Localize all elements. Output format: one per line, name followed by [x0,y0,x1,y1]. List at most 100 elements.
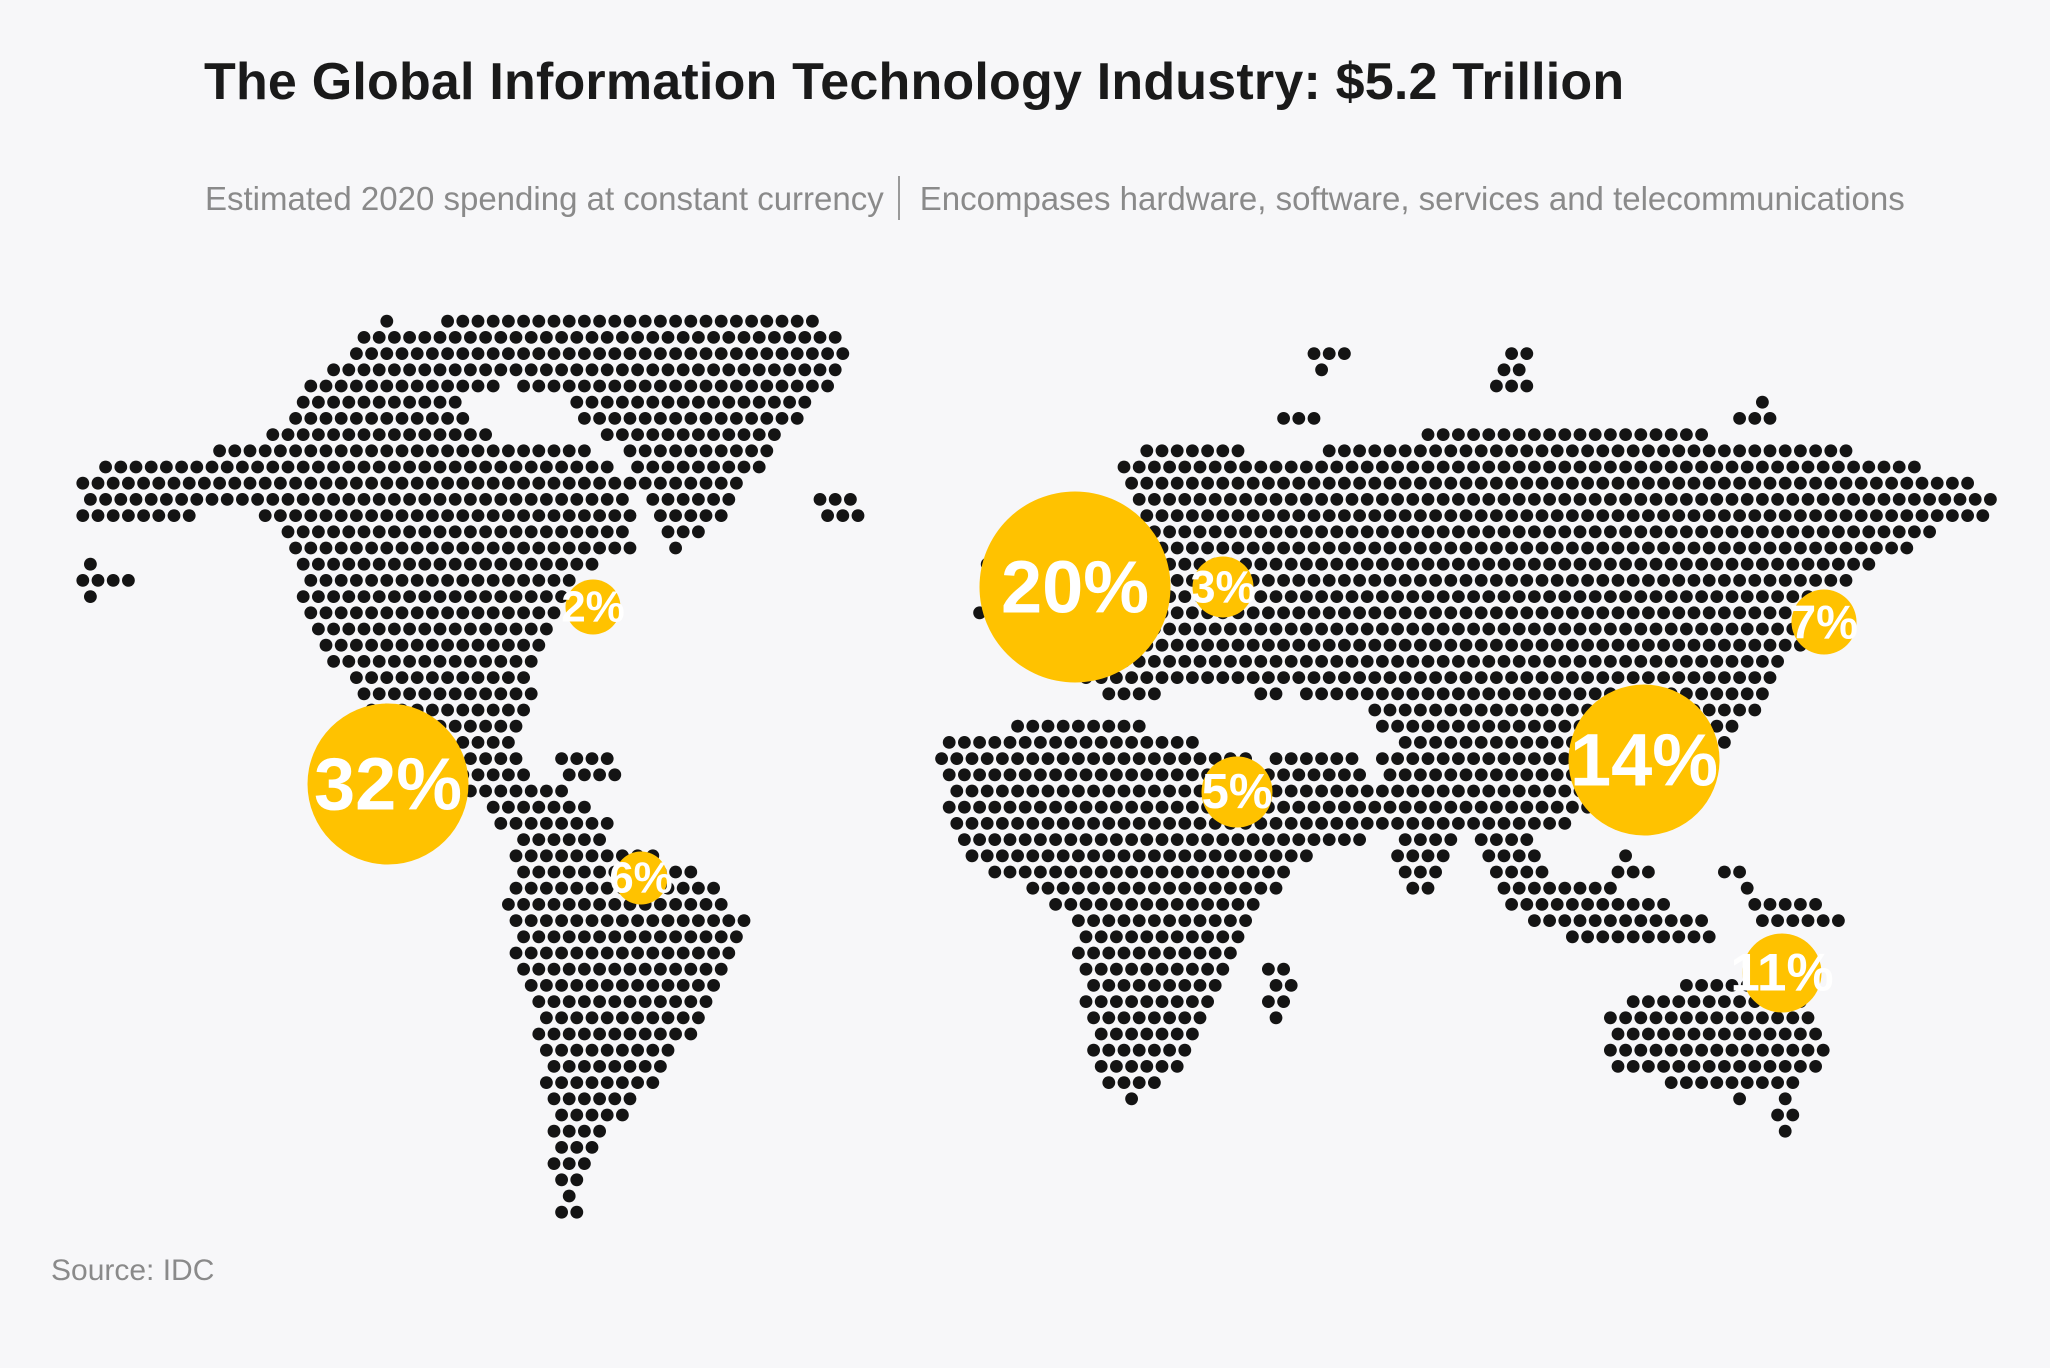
map-dot [1558,655,1572,668]
map-dot [1345,590,1359,603]
map-dot [1847,557,1860,571]
map-dot [1642,1027,1655,1041]
map-dot [1414,736,1427,749]
map-dot [1368,476,1382,490]
map-dot [1246,476,1260,490]
map-dot [699,347,713,360]
map-dot [600,946,614,960]
map-dot [372,395,386,409]
map-dot [821,379,834,393]
map-dot [509,622,523,636]
map-dot [1778,638,1792,652]
map-dot [1330,784,1344,798]
map-dot [1178,557,1192,571]
map-dot [1634,428,1648,441]
map-dot [524,849,538,863]
map-dot [380,476,394,490]
map-dot [426,638,439,652]
map-dot [1824,444,1838,458]
map-dot [555,752,568,765]
map-dot [1710,1076,1724,1089]
map-dot [1649,428,1663,441]
map-dot [1870,509,1883,522]
map-dot [1520,865,1534,879]
map-dot [1216,898,1230,911]
map-dot [730,930,743,944]
map-dot [372,687,386,701]
map-dot [1862,493,1876,506]
map-dot [654,412,667,425]
map-dot [1163,881,1176,895]
map-dot [1170,930,1184,944]
map-dot [555,1141,568,1154]
map-dot [578,962,591,976]
map-dot [654,898,667,911]
map-dot [524,979,538,992]
map-dot [547,379,561,393]
map-dot [1368,606,1382,620]
map-dot [357,363,371,377]
map-dot [570,331,584,344]
map-dot [1262,476,1275,490]
map-dot [1847,525,1860,539]
map-dot [1254,460,1268,474]
map-dot [1284,784,1298,798]
map-dot [1854,476,1868,490]
map-dot [1604,525,1617,539]
map-dot [1110,833,1123,846]
map-dot [1110,736,1123,749]
map-dot [1269,525,1283,539]
map-dot [1117,1043,1131,1057]
map-dot [1140,930,1154,944]
map-dot [1186,833,1199,846]
map-dot [1512,590,1526,603]
map-dot [1771,914,1784,927]
map-dot [1140,898,1154,911]
map-dot [1588,428,1602,441]
map-dot [357,493,371,506]
map-dot [456,703,470,717]
map-dot [1398,865,1412,879]
map-dot [608,476,622,490]
map-dot [570,363,584,377]
map-dot [1733,638,1746,652]
map-dot [1345,784,1359,798]
map-dot [1186,898,1199,911]
map-dot [980,752,994,765]
map-dot [1041,817,1055,830]
map-dot [570,557,584,571]
map-dot [1718,476,1731,490]
map-dot [479,331,492,344]
map-dot [1763,412,1777,425]
map-dot [1558,784,1572,798]
map-dot [1832,493,1845,506]
map-dot [1740,460,1754,474]
map-dot [502,606,515,620]
map-dot [1961,509,1974,522]
map-dot [486,476,500,490]
map-dot [464,525,477,539]
map-dot [1056,817,1070,830]
map-dot [1695,622,1708,636]
map-dot [1292,606,1306,620]
map-dot [1885,509,1898,522]
map-dot [1490,606,1503,620]
map-dot [631,946,644,960]
map-dot [76,574,90,587]
map-dot [1269,622,1283,636]
map-dot [1186,962,1199,976]
map-dot [1056,719,1070,733]
map-dot [1809,574,1822,587]
map-dot [1672,574,1686,587]
map-dot [1474,444,1488,458]
map-dot [676,493,690,506]
map-dot [1771,655,1784,668]
map-dot [1497,363,1511,377]
map-dot [1163,979,1176,992]
map-dot [1300,687,1313,701]
map-dot [1087,849,1100,863]
map-dot [319,541,333,555]
map-dot [1406,881,1420,895]
map-dot [714,379,728,393]
map-dot [540,881,553,895]
